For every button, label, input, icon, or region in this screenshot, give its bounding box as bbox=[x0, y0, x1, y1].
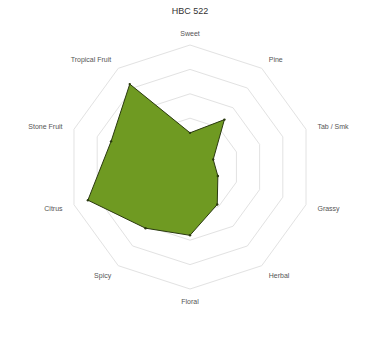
vertex bbox=[212, 158, 214, 160]
series bbox=[87, 83, 226, 237]
axis-label: Stone Fruit bbox=[28, 123, 62, 130]
axis-label: Sweet bbox=[180, 30, 200, 37]
vertex bbox=[217, 175, 219, 177]
axis-label: Spicy bbox=[94, 272, 112, 280]
vertex bbox=[144, 227, 146, 229]
axis-label: Tropical Fruit bbox=[71, 56, 112, 64]
vertex bbox=[110, 140, 112, 142]
vertex bbox=[129, 83, 131, 85]
title: HBC 522 bbox=[172, 6, 209, 16]
axis-label: Citrus bbox=[44, 205, 63, 212]
vertex bbox=[189, 132, 191, 134]
vertex bbox=[87, 199, 89, 201]
axis-label: Tab / Smk bbox=[317, 123, 349, 130]
radar-area bbox=[88, 84, 225, 235]
grid-ring bbox=[74, 45, 306, 289]
chart: HBC 522 Sweet Pine Tab / Smk Grassy Herbal Flo… bbox=[0, 0, 376, 338]
vertex bbox=[189, 234, 191, 236]
axis-label: Floral bbox=[181, 298, 199, 305]
axis-label: Pine bbox=[269, 56, 283, 63]
vertex bbox=[223, 118, 225, 120]
axis-label: Herbal bbox=[269, 272, 290, 279]
vertex bbox=[216, 203, 218, 205]
axis-label: Grassy bbox=[317, 205, 340, 213]
